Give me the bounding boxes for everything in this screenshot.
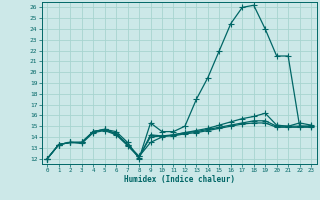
- X-axis label: Humidex (Indice chaleur): Humidex (Indice chaleur): [124, 175, 235, 184]
